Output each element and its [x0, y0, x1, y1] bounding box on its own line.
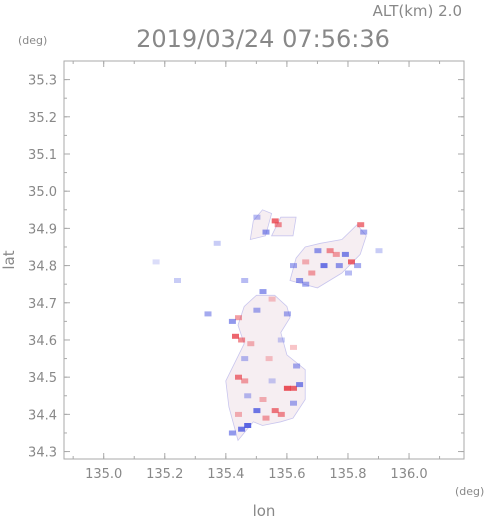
- heatmap-cell: [283, 311, 291, 317]
- heatmap-cell: [345, 270, 352, 276]
- y-tick-label: 34.3: [28, 446, 57, 461]
- heatmap-cell: [262, 229, 270, 235]
- heatmap-cell: [357, 222, 365, 228]
- heatmap-regions: [225, 209, 367, 442]
- heatmap-cell: [335, 263, 343, 269]
- heatmap-cells: [152, 214, 383, 436]
- heatmap-cell: [308, 270, 316, 276]
- y-tick-label: 34.8: [28, 260, 57, 275]
- y-axis-label: lat: [0, 250, 18, 269]
- heatmap-cell: [235, 411, 242, 417]
- heatmap-cell: [213, 240, 221, 246]
- heatmap-cell: [302, 281, 310, 287]
- heatmap-cell: [235, 315, 242, 321]
- heatmap-cell: [354, 263, 362, 269]
- heatmap-cell: [265, 356, 273, 362]
- heatmap-cell: [296, 382, 304, 388]
- heatmap-cell: [290, 263, 297, 269]
- heatmap-cell: [290, 385, 297, 391]
- y-tick-label: 35.0: [28, 185, 57, 200]
- y-tick-label: 34.5: [28, 371, 57, 386]
- y-tick-label: 34.4: [28, 408, 57, 423]
- heatmap-cell: [241, 278, 249, 283]
- heatmap-cell: [332, 251, 340, 257]
- y-tick-label: 34.7: [28, 297, 57, 312]
- y-unit-label: (deg): [18, 34, 47, 47]
- x-axis-ticks: 135.0 135.2 135.4 135.6 135.8 136.0: [72, 61, 441, 482]
- heatmap-cell: [271, 218, 279, 224]
- plot-frame: [63, 60, 465, 460]
- heatmap-cell: [277, 411, 285, 417]
- heatmap-cell: [235, 374, 242, 380]
- heatmap-cell: [302, 259, 310, 265]
- heatmap-cell: [274, 222, 282, 228]
- heatmap-cell: [360, 229, 368, 235]
- heatmap-cell: [290, 400, 297, 406]
- heatmap-cell: [247, 341, 255, 347]
- heatmap-cell: [259, 289, 267, 295]
- y-tick-label: 35.2: [28, 111, 57, 126]
- heatmap-cell: [238, 426, 246, 432]
- heatmap-cell: [241, 378, 249, 384]
- heatmap-cell: [296, 278, 304, 283]
- y-tick-label: 34.9: [28, 222, 57, 237]
- region-north-west-patch: [249, 209, 273, 241]
- heatmap-cell: [238, 337, 246, 343]
- heatmap-cell: [174, 278, 181, 283]
- heatmap-cell: [244, 423, 252, 428]
- heatmap-cell: [253, 408, 261, 414]
- heatmap-cell: [228, 318, 236, 324]
- y-axis-ticks: 34.3 34.4 34.5 34.6 34.7 34.8 34.9 35.0 35.1 35.2…: [28, 74, 464, 461]
- heatmap-cell: [326, 248, 334, 254]
- heatmap-cell: [290, 344, 297, 350]
- y-tick-label: 35.1: [28, 148, 57, 163]
- heatmap-cell: [293, 363, 301, 369]
- y-tick-label: 35.3: [28, 74, 57, 89]
- heatmap-cell: [314, 248, 322, 254]
- x-tick-label: 135.8: [329, 467, 366, 482]
- heatmap-cell: [277, 337, 285, 343]
- x-tick-label: 136.0: [390, 467, 427, 482]
- chart-title: 2019/03/24 07:56:36: [136, 25, 390, 53]
- x-tick-label: 135.2: [146, 467, 183, 482]
- heatmap-cell: [341, 251, 349, 257]
- heatmap-cell: [375, 248, 383, 254]
- heatmap-cell: [204, 311, 212, 317]
- heatmap-cell: [152, 259, 160, 265]
- heatmap-cell: [253, 307, 261, 313]
- heatmap-cell: [268, 296, 276, 302]
- x-tick-label: 135.0: [85, 467, 122, 482]
- heatmap-cell: [228, 430, 236, 436]
- x-unit-label: (deg): [455, 485, 484, 498]
- y-tick-label: 34.6: [28, 334, 57, 349]
- heatmap-cell: [283, 385, 291, 391]
- heatmap-cell: [232, 333, 239, 339]
- heatmap-cell: [244, 393, 252, 399]
- heatmap-cell: [271, 408, 279, 414]
- plot-area: 135.0 135.2 135.4 135.6 135.8 136.0 34.334.43…: [28, 60, 465, 482]
- heatmap-cell: [348, 259, 355, 265]
- heatmap-cell: [259, 397, 267, 402]
- chart-subtitle: ALT(km) 2.0: [373, 2, 462, 20]
- heatmap-cell: [268, 378, 276, 384]
- heatmap-cell: [241, 356, 249, 362]
- heatmap-cell: [262, 415, 270, 421]
- x-axis-label: lon: [253, 502, 276, 520]
- x-tick-label: 135.4: [207, 467, 244, 482]
- x-tick-label: 135.6: [268, 467, 305, 482]
- heatmap-cell: [320, 263, 328, 269]
- heatmap-cell: [253, 214, 261, 220]
